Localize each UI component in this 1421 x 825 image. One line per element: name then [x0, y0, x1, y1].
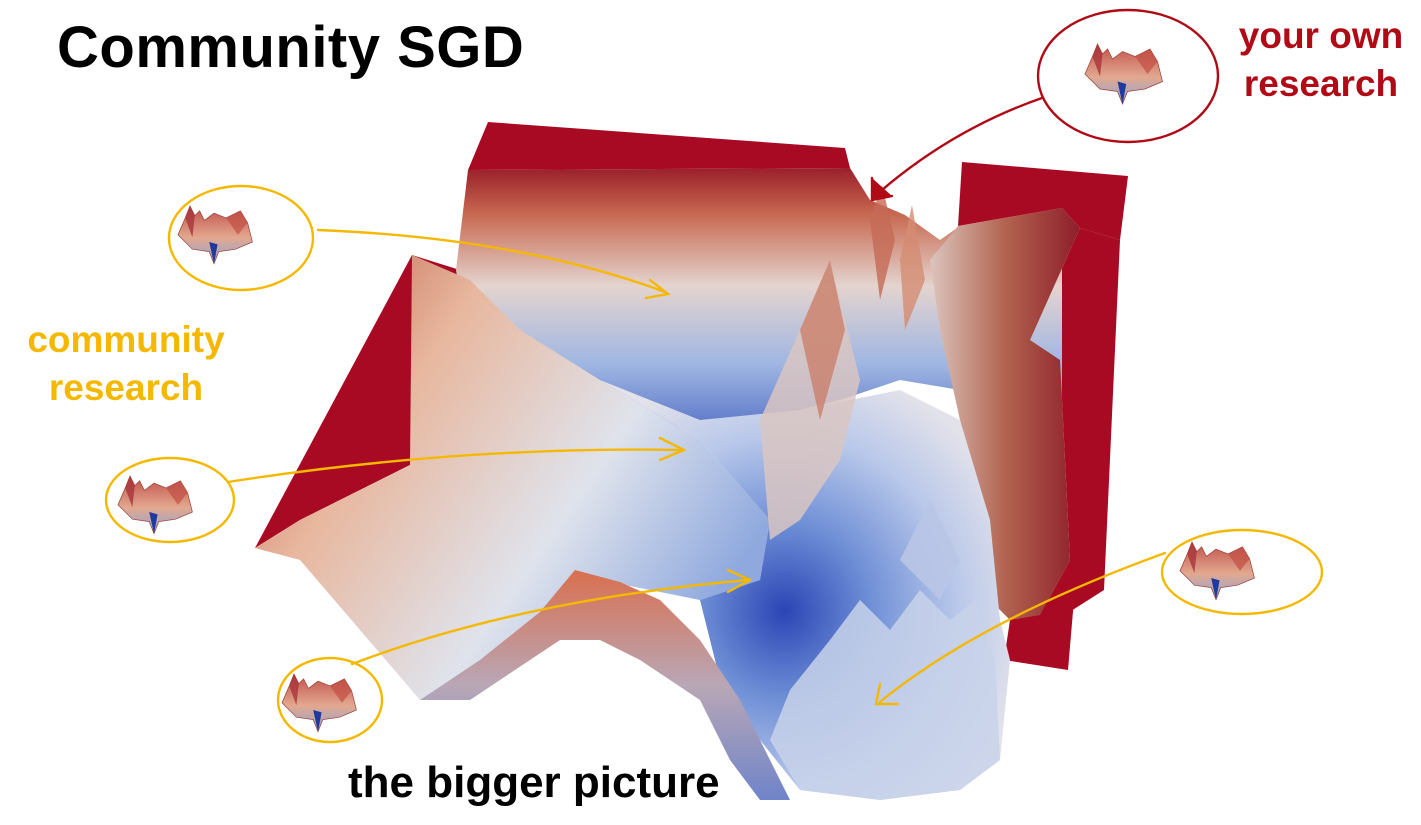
front-ridge [420, 570, 790, 800]
right-wall [930, 208, 1080, 620]
loss-landscape-thumbnail-icon [1084, 43, 1164, 105]
loss-landscape-thumbnail-icon [117, 475, 194, 535]
community-circle-2 [104, 456, 236, 544]
community-arrow-3 [350, 578, 750, 666]
slide-title: Community SGD [57, 15, 525, 80]
community-label-line-1: community [27, 319, 225, 360]
plateau-left [255, 255, 460, 548]
community-research-label: community research [10, 316, 242, 412]
own-arrow [873, 96, 1044, 198]
own-research-label: your own research [1222, 12, 1420, 108]
own-circle [1036, 8, 1220, 144]
plateau-right-lower [1004, 588, 1075, 670]
own-label-line-2: research [1243, 63, 1399, 105]
community-arrow-1 [316, 228, 667, 294]
loss-landscape-thumbnail-icon [1179, 541, 1256, 601]
community-label-line-2: research [48, 367, 204, 409]
bigger-picture-caption: the bigger picture [348, 758, 720, 807]
community-circle-1 [167, 184, 315, 292]
community-arrow-2 [226, 448, 682, 484]
left-slope [255, 255, 770, 700]
community-circle-3 [276, 656, 384, 744]
plateau-right-top [958, 162, 1128, 240]
loss-landscape-thumbnail-icon [177, 205, 254, 265]
community-circle-4 [1160, 528, 1324, 616]
community-annotations [104, 184, 1324, 744]
own-annotation [870, 8, 1220, 202]
community-arrow-4 [878, 551, 1167, 704]
plateau-back [468, 122, 850, 170]
loss-landscape-thumbnail-icon [281, 673, 357, 733]
own-label-line-1: your own [1238, 15, 1404, 56]
